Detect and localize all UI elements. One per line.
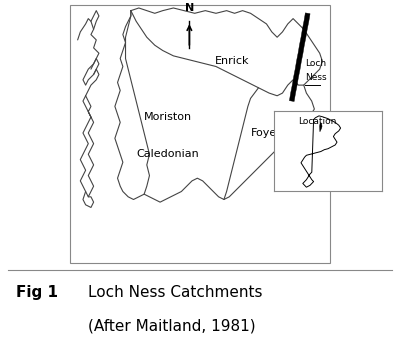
Text: Moriston: Moriston xyxy=(144,112,192,122)
Text: Foyers: Foyers xyxy=(251,128,288,138)
Text: Loch Ness Catchments: Loch Ness Catchments xyxy=(88,285,262,300)
Polygon shape xyxy=(301,116,340,187)
Text: Enrick: Enrick xyxy=(215,56,249,66)
Text: Fig 1: Fig 1 xyxy=(16,285,58,300)
Text: (After Maitland, 1981): (After Maitland, 1981) xyxy=(88,318,256,333)
Polygon shape xyxy=(320,122,322,132)
Polygon shape xyxy=(290,13,310,102)
Text: Loch: Loch xyxy=(305,59,326,68)
Text: N: N xyxy=(185,3,194,13)
Text: Caledonian: Caledonian xyxy=(137,149,200,159)
Text: Location: Location xyxy=(298,117,336,126)
Text: Ness: Ness xyxy=(305,73,327,81)
